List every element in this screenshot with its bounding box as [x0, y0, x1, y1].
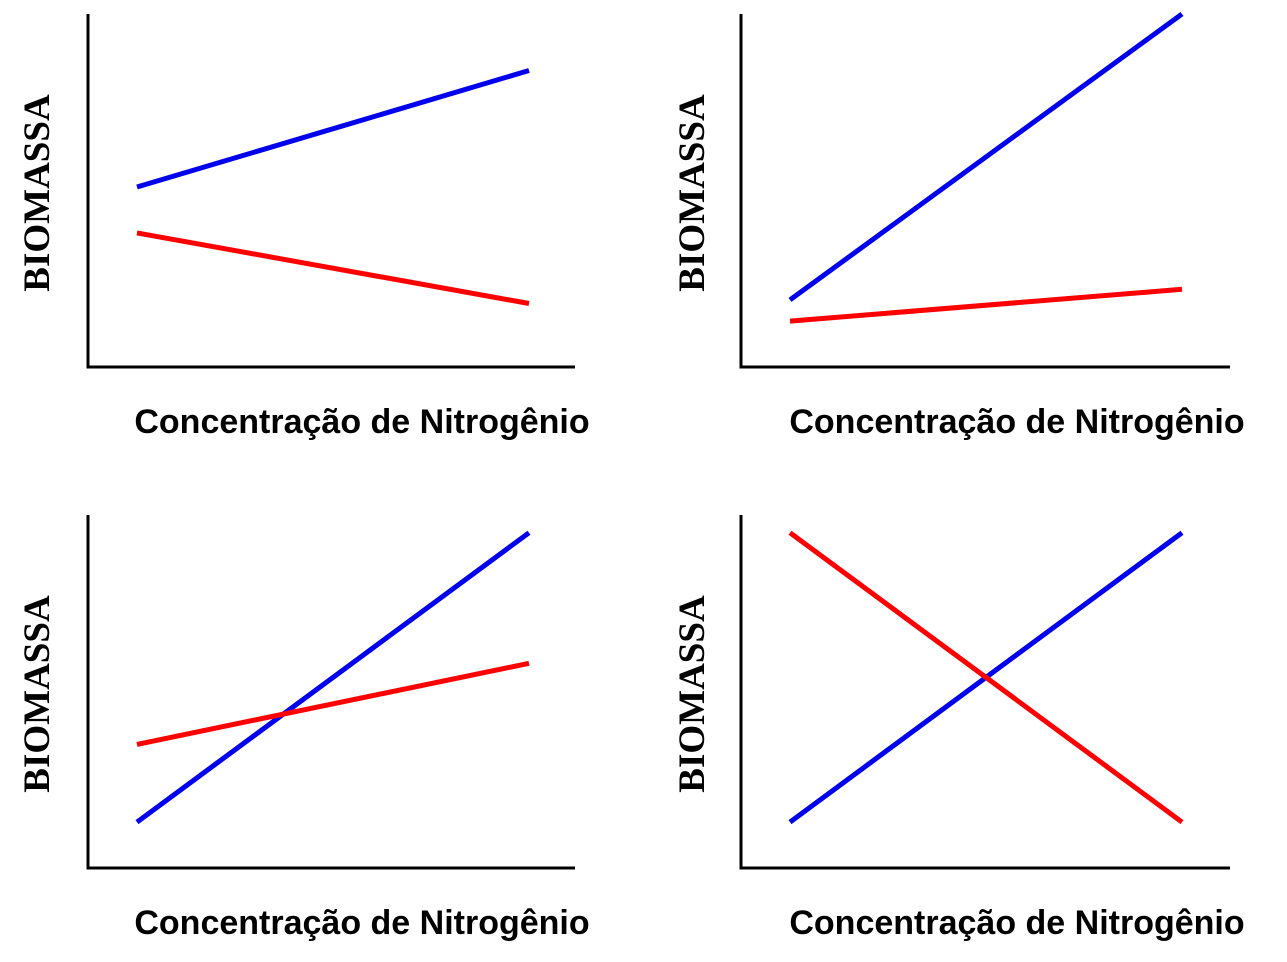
chart-panel-1: BIOMASSA Concentração de Nitrogênio [0, 0, 643, 481]
y-axis-label: BIOMASSA [672, 94, 713, 292]
series-line-1 [788, 11, 1184, 302]
x-axis-label: Concentração de Nitrogênio [789, 403, 1244, 441]
x-axis-label: Concentração de Nitrogênio [134, 403, 589, 441]
series-line-2 [789, 286, 1183, 324]
series-line-1 [136, 68, 530, 190]
y-axis-label: BIOMASSA [672, 595, 713, 793]
series-group [136, 68, 530, 306]
x-axis-label: Concentração de Nitrogênio [789, 904, 1244, 942]
chart-panel-4: BIOMASSA Concentração de Nitrogênio [643, 481, 1286, 962]
series-line-2 [136, 660, 530, 747]
series-group [788, 530, 1184, 825]
y-axis-label: BIOMASSA [17, 595, 58, 793]
chart-panel-3: BIOMASSA Concentração de Nitrogênio [0, 481, 643, 962]
y-axis-label: BIOMASSA [17, 94, 58, 292]
chart-svg: BIOMASSA Concentração de Nitrogênio [17, 515, 590, 942]
series-line-2 [788, 530, 1184, 825]
chart-panel-2: BIOMASSA Concentração de Nitrogênio [643, 0, 1286, 481]
chart-svg: BIOMASSA Concentração de Nitrogênio [672, 11, 1245, 441]
series-line-2 [136, 230, 530, 306]
series-line-1 [135, 530, 531, 825]
series-group [788, 11, 1184, 324]
chart-svg: BIOMASSA Concentração de Nitrogênio [17, 14, 590, 441]
x-axis-label: Concentração de Nitrogênio [134, 904, 589, 942]
chart-svg: BIOMASSA Concentração de Nitrogênio [672, 515, 1245, 942]
series-group [135, 530, 531, 825]
